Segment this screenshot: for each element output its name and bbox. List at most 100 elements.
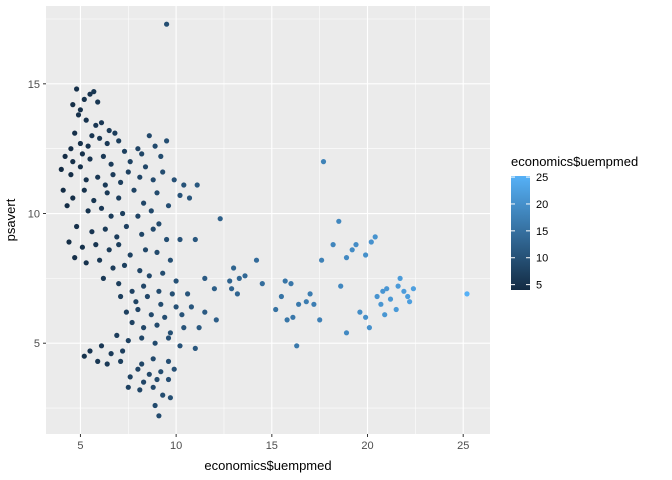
data-point [129, 319, 135, 326]
data-point [116, 242, 122, 248]
data-point [85, 208, 91, 214]
data-point [171, 366, 177, 372]
data-point [68, 172, 74, 178]
plot-panel [46, 6, 490, 434]
data-point [177, 236, 183, 243]
data-point [146, 273, 152, 279]
data-point [294, 343, 300, 349]
minor-gridlines [46, 6, 490, 434]
data-point [343, 255, 350, 261]
x-tick-label: 20 [361, 440, 373, 452]
data-point [108, 213, 114, 219]
data-point [75, 112, 82, 118]
data-point [186, 195, 193, 201]
data-point [79, 151, 85, 157]
data-point [338, 283, 344, 289]
y-tick-label: 15 [28, 79, 40, 91]
data-point [387, 296, 394, 302]
data-point [372, 234, 378, 240]
data-point [366, 325, 372, 331]
data-point [106, 127, 112, 134]
data-point [125, 384, 131, 390]
data-point [154, 249, 160, 255]
data-point [363, 314, 369, 320]
data-point [120, 210, 126, 217]
data-point [83, 117, 89, 123]
data-point [158, 301, 164, 307]
data-point [177, 192, 183, 198]
data-point [81, 96, 87, 102]
data-point [349, 247, 355, 253]
data-point [79, 244, 85, 250]
data-point [146, 133, 152, 139]
data-point [97, 257, 103, 263]
data-point [114, 332, 120, 338]
data-point [110, 172, 116, 178]
data-point [127, 252, 133, 258]
x-tick-label: 5 [77, 440, 83, 452]
data-point [179, 312, 185, 318]
data-point [152, 340, 158, 346]
data-point [162, 314, 168, 320]
data-point [336, 218, 342, 224]
data-point [87, 91, 93, 97]
data-point [156, 221, 162, 227]
major-gridlines [46, 6, 490, 434]
y-tick-label: 5 [34, 338, 40, 350]
data-point [395, 283, 401, 289]
data-point [181, 182, 187, 188]
data-point [229, 286, 235, 292]
data-point [118, 293, 124, 300]
data-point [123, 223, 129, 230]
data-point [156, 413, 162, 419]
data-point [160, 169, 166, 175]
data-point [68, 146, 74, 152]
data-point [127, 374, 133, 380]
data-point [81, 353, 87, 359]
data-point [95, 99, 101, 105]
data-point [227, 278, 233, 284]
data-point [116, 138, 122, 144]
data-point [405, 293, 411, 300]
legend-tick-label: 10 [536, 253, 548, 265]
data-point [60, 187, 66, 193]
data-point [273, 306, 279, 313]
data-point [397, 275, 403, 281]
data-point [118, 179, 124, 185]
data-point [133, 299, 139, 305]
data-point [125, 338, 131, 344]
data-point [135, 146, 141, 152]
data-point [58, 166, 64, 172]
data-point [236, 275, 242, 281]
data-point [137, 268, 143, 274]
data-point [384, 286, 390, 292]
data-point [70, 102, 76, 108]
legend-colorbar [511, 176, 530, 290]
data-point [141, 379, 147, 385]
legend-tick-label: 15 [536, 226, 548, 238]
data-point [142, 164, 149, 170]
x-axis-title: economics$uempmed [204, 458, 331, 473]
data-point [165, 335, 172, 341]
data-point [164, 236, 170, 243]
data-point [95, 358, 101, 364]
data-point [87, 156, 93, 162]
data-point [156, 288, 162, 294]
data-point [343, 330, 350, 336]
data-point [102, 182, 108, 188]
data-point [141, 200, 147, 206]
data-point [123, 309, 129, 315]
data-point [152, 143, 158, 149]
data-point [108, 351, 114, 357]
data-point [154, 190, 160, 196]
legend-tick-label: 5 [536, 280, 542, 292]
data-point [353, 242, 359, 248]
data-point [131, 187, 137, 193]
data-point [118, 358, 124, 364]
data-point [150, 384, 156, 390]
data-point [104, 140, 110, 147]
data-point [158, 369, 164, 375]
data-points [58, 21, 470, 419]
data-point [135, 213, 141, 219]
data-point [150, 177, 156, 183]
